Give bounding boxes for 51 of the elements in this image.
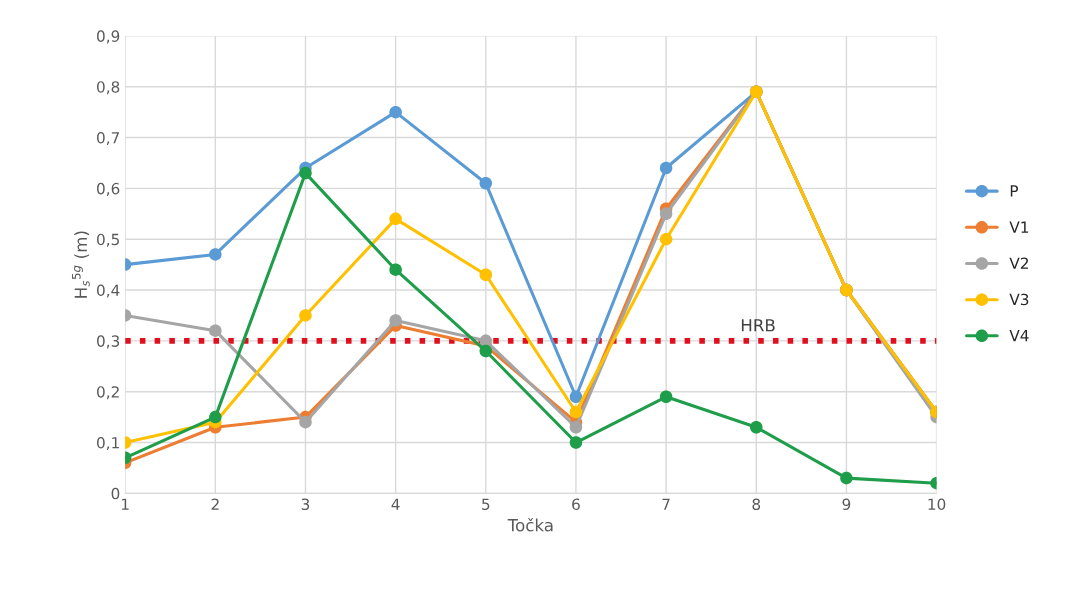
x-tick-label: 9	[842, 498, 851, 511]
y-tick-label: 0,7	[97, 132, 119, 146]
point	[659, 390, 673, 404]
x-axis-title: Točka	[507, 517, 553, 532]
y-tick-label: 0,9	[97, 30, 120, 44]
point	[299, 309, 312, 322]
point	[389, 212, 402, 226]
point	[659, 232, 673, 246]
x-tick-label: 5	[482, 498, 490, 511]
point	[659, 207, 673, 221]
x-tick-label: 3	[301, 498, 310, 511]
point	[569, 405, 583, 419]
point	[840, 471, 853, 485]
point	[479, 177, 493, 190]
x-tick-label: 10	[928, 498, 946, 511]
x-tick-label: 4	[391, 498, 400, 510]
point	[299, 166, 312, 180]
legend-label: V3	[1009, 293, 1029, 306]
point	[209, 324, 222, 337]
point	[389, 314, 402, 327]
point	[209, 248, 222, 261]
point	[209, 410, 222, 424]
y-tick-label: 0,8	[97, 81, 120, 95]
point	[750, 421, 763, 434]
legend-label: V1	[1009, 221, 1029, 233]
point	[389, 263, 402, 276]
point	[299, 415, 312, 429]
y-axis-title: H$_{s}$$^{5g}$ (m)	[71, 231, 90, 298]
y-tick-label: 0,3	[97, 335, 120, 349]
point	[569, 421, 583, 434]
legend-label: V2	[1009, 257, 1028, 269]
x-tick-label: 6	[572, 498, 580, 511]
y-tick-label: 0,4	[97, 284, 120, 298]
x-tick-label: 7	[662, 498, 670, 510]
x-tick-label: 1	[121, 498, 129, 510]
legend-label: V4	[1009, 330, 1029, 342]
point	[479, 268, 493, 282]
point	[569, 390, 583, 404]
y-tick-label: 0,1	[97, 436, 119, 451]
point	[389, 105, 402, 119]
x-tick-label: 8	[752, 498, 761, 511]
ref-line-label: HRB	[741, 319, 775, 332]
y-tick-label: 0	[111, 487, 120, 500]
y-tick-label: 0,6	[97, 182, 120, 196]
legend-label: P	[1010, 185, 1019, 197]
y-tick-label: 0,2	[97, 386, 119, 400]
point	[659, 161, 673, 175]
x-tick-label: 2	[211, 498, 219, 510]
point	[479, 344, 493, 358]
point	[569, 436, 583, 449]
y-tick-label: 0,5	[97, 233, 119, 247]
